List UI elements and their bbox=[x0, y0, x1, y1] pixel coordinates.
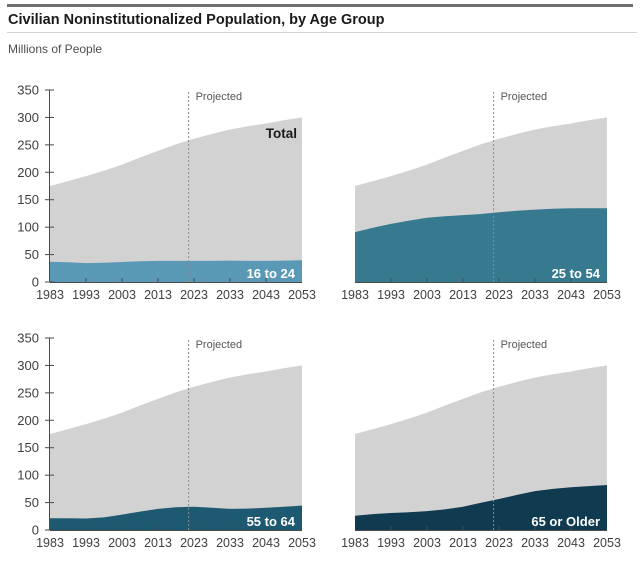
y-axis-tick-label: 250 bbox=[17, 385, 39, 400]
y-axis-tick-label: 50 bbox=[25, 495, 39, 510]
y-axis-tick-label: 350 bbox=[17, 331, 39, 346]
age-group-area bbox=[355, 208, 607, 282]
x-axis-tick-label: 2033 bbox=[521, 288, 549, 302]
chart-65-or-older: Projected 1983 1993 2003 2013 2023 2033 2043 205… bbox=[341, 339, 621, 550]
y-axis-tick-label: 0 bbox=[32, 523, 39, 538]
y-axis-tick-label: 300 bbox=[17, 110, 39, 125]
y-axis-tick-label: 50 bbox=[25, 247, 39, 262]
age-group-area bbox=[50, 260, 302, 282]
x-axis-tick-label: 2003 bbox=[413, 536, 441, 550]
projected-label: Projected bbox=[196, 339, 242, 351]
projected-label: Projected bbox=[196, 91, 242, 103]
chart-16-to-24: Projected 1983 1993 2003 2013 2023 2033 2043 205… bbox=[17, 83, 316, 303]
y-axis-tick-label: 350 bbox=[17, 83, 39, 98]
x-axis-tick-label: 1993 bbox=[377, 536, 405, 550]
x-axis-tick-label: 2003 bbox=[108, 536, 136, 550]
x-axis-tick-label: 2003 bbox=[108, 288, 136, 302]
y-axis-tick-label: 100 bbox=[17, 468, 39, 483]
x-axis-tick-label: 2053 bbox=[593, 288, 621, 302]
x-axis-tick-label: 2033 bbox=[216, 536, 244, 550]
age-group-label: 25 to 54 bbox=[552, 266, 601, 281]
x-axis-tick-label: 1993 bbox=[377, 288, 405, 302]
projected-label: Projected bbox=[501, 91, 547, 103]
x-axis-tick-label: 2013 bbox=[449, 288, 477, 302]
y-axis-tick-label: 150 bbox=[17, 192, 39, 207]
x-axis-tick-label: 1983 bbox=[341, 536, 369, 550]
x-axis-tick-label: 2023 bbox=[180, 536, 208, 550]
y-axis-tick-label: 300 bbox=[17, 358, 39, 373]
age-group-label: 55 to 64 bbox=[247, 514, 296, 529]
total-area bbox=[50, 365, 302, 530]
projected-label: Projected bbox=[501, 339, 547, 351]
x-axis-tick-label: 1983 bbox=[36, 288, 64, 302]
x-axis-tick-label: 2013 bbox=[144, 536, 172, 550]
y-axis-tick-label: 200 bbox=[17, 165, 39, 180]
x-axis-tick-label: 2053 bbox=[288, 288, 316, 302]
x-axis-tick-label: 2003 bbox=[413, 288, 441, 302]
top-divider bbox=[7, 4, 633, 7]
title-divider bbox=[7, 32, 637, 33]
x-axis-tick-label: 2013 bbox=[449, 536, 477, 550]
chart-25-to-54: Projected 1983 1993 2003 2013 2023 2033 2043 205… bbox=[341, 91, 621, 302]
x-axis-tick-label: 1983 bbox=[341, 288, 369, 302]
x-axis-tick-label: 1993 bbox=[72, 288, 100, 302]
x-axis-tick-label: 2043 bbox=[252, 536, 280, 550]
y-axis-tick-label: 100 bbox=[17, 220, 39, 235]
x-axis-tick-label: 2033 bbox=[521, 536, 549, 550]
total-series-label: Total bbox=[266, 126, 297, 141]
y-axis-tick-label: 200 bbox=[17, 413, 39, 428]
age-group-area bbox=[50, 505, 302, 530]
age-group-area bbox=[355, 485, 607, 530]
x-axis-tick-label: 2013 bbox=[144, 288, 172, 302]
chart-55-to-64: Projected 1983 1993 2003 2013 2023 2033 2043 205… bbox=[17, 331, 316, 551]
age-group-label: 16 to 24 bbox=[247, 266, 296, 281]
x-axis-tick-label: 2053 bbox=[288, 536, 316, 550]
x-axis-tick-label: 2043 bbox=[252, 288, 280, 302]
x-axis-tick-label: 2053 bbox=[593, 536, 621, 550]
x-axis-tick-label: 2043 bbox=[557, 536, 585, 550]
x-axis-tick-label: 2023 bbox=[485, 536, 513, 550]
x-axis-tick-label: 1983 bbox=[36, 536, 64, 550]
x-axis-tick-label: 2033 bbox=[216, 288, 244, 302]
x-axis-tick-label: 2023 bbox=[180, 288, 208, 302]
y-axis-tick-label: 250 bbox=[17, 137, 39, 152]
x-axis-tick-label: 1993 bbox=[72, 536, 100, 550]
total-area bbox=[355, 365, 607, 530]
units-label: Millions of People bbox=[8, 42, 103, 56]
y-axis-tick-label: 150 bbox=[17, 440, 39, 455]
x-axis-tick-label: 2023 bbox=[485, 288, 513, 302]
y-axis-tick-label: 0 bbox=[32, 275, 39, 290]
page-title: Civilian Noninstitutionalized Population… bbox=[8, 12, 385, 28]
total-area bbox=[50, 117, 302, 283]
x-axis-tick-label: 2043 bbox=[557, 288, 585, 302]
age-group-label: 65 or Older bbox=[531, 514, 600, 529]
